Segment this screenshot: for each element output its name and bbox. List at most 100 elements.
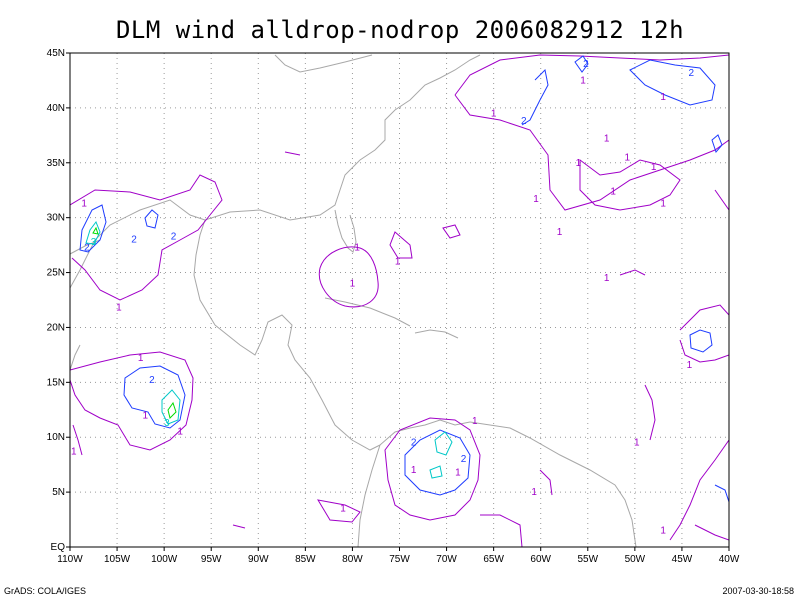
contour-value-label: 1 — [71, 446, 77, 457]
contour-level1 — [389, 231, 413, 259]
lon-tick-label: 75W — [389, 554, 410, 565]
contour-value-label: 1 — [687, 360, 693, 371]
contour-value-label: 1 — [580, 75, 586, 86]
contour-value-label: 1 — [354, 242, 360, 253]
lat-tick-label: 5N — [52, 487, 65, 498]
contour-level1 — [284, 151, 301, 156]
lat-tick-label: 25N — [47, 268, 65, 279]
coastline-south-america — [469, 421, 637, 547]
coastline-canada — [274, 54, 373, 73]
contour-value-label: 1 — [455, 467, 461, 478]
coastline-cuba — [324, 297, 411, 327]
contour-value-label: 1 — [660, 92, 666, 103]
lat-tick-label: 40N — [47, 103, 65, 114]
lon-tick-label: 65W — [483, 554, 504, 565]
lon-tick-label: 85W — [295, 554, 316, 565]
contour-value-label: 1 — [660, 198, 666, 209]
footer-credit: GrADS: COLA/IGES — [4, 586, 87, 596]
lon-tick-label: 50W — [625, 554, 646, 565]
footer-timestamp: 2007-03-30-18:58 — [722, 586, 794, 596]
coastline-north-america — [70, 54, 481, 289]
lon-tick-label: 105W — [104, 554, 131, 565]
contour-value-label: 2 — [84, 242, 90, 253]
lat-tick-label: 45N — [47, 48, 65, 59]
lon-tick-label: 100W — [151, 554, 178, 565]
contour-value-label: 1 — [576, 158, 582, 169]
coastline-south-america-west — [357, 444, 381, 547]
contour-level2 — [144, 209, 159, 229]
contour-level1 — [714, 189, 729, 211]
contour-value-label: 1 — [81, 198, 87, 209]
contour-level1 — [539, 469, 553, 496]
contour-level1 — [442, 224, 461, 239]
lon-tick-label: 90W — [248, 554, 269, 565]
chart-title: DLM wind alldrop-nodrop 2006082912 12h — [115, 16, 685, 44]
contour-level2 — [711, 134, 723, 153]
coastline-hispaniola — [414, 329, 459, 339]
contour-level3 — [85, 220, 101, 245]
contour-level1 — [579, 159, 681, 211]
contour-level4 — [92, 226, 99, 235]
contour-value-label: 1 — [472, 416, 478, 427]
contour-value-label: 1 — [411, 465, 417, 476]
contour-value-label: 1 — [625, 152, 631, 163]
lon-tick-label: 95W — [201, 554, 222, 565]
contour-level2 — [689, 329, 713, 353]
contour-level1 — [619, 269, 646, 276]
contour-level3 — [161, 389, 181, 425]
contour-value-label: 1 — [138, 353, 144, 364]
contour-level3 — [429, 465, 443, 479]
contour-value-label: 2 — [689, 68, 695, 79]
contour-level1 — [694, 524, 729, 541]
contour-level1 — [679, 304, 729, 331]
contour-value-label: 1 — [604, 273, 610, 284]
contour-value-label: 1 — [604, 134, 610, 145]
contour-value-label: 1 — [340, 504, 346, 515]
lon-tick-label: 45W — [672, 554, 693, 565]
contour-level2 — [574, 55, 589, 73]
coastline-baja — [70, 344, 81, 371]
contour-level1 — [669, 439, 729, 541]
lat-tick-label: 35N — [47, 158, 65, 169]
contour-level1 — [70, 174, 223, 301]
contour-value-label: 2 — [131, 235, 137, 246]
coastline-mexico — [193, 219, 381, 451]
coastline-florida — [334, 209, 357, 253]
contour-value-label: 1 — [395, 257, 401, 268]
contour-value-label: 2 — [411, 438, 417, 449]
lat-tick-label: 15N — [47, 377, 65, 388]
contour-value-label: 1 — [651, 162, 657, 173]
lon-tick-label: 110W — [57, 554, 83, 565]
contour-level2 — [714, 484, 729, 503]
contour-value-label: 1 — [116, 303, 122, 314]
contour-level1 — [232, 524, 246, 529]
lat-tick-label: 20N — [47, 322, 65, 333]
contour-level2 — [123, 365, 186, 429]
contour-value-label: 2 — [521, 116, 527, 127]
coastline-central-america — [379, 419, 471, 446]
contour-level3 — [434, 431, 453, 456]
lat-tick-label: 30N — [47, 213, 65, 224]
contour-value-label: 2 — [149, 375, 155, 386]
contour-value-label: 1 — [143, 410, 149, 421]
contour-value-label: 3 — [164, 418, 170, 429]
contour-value-label: 1 — [533, 194, 539, 205]
contour-value-label: 1 — [660, 526, 666, 537]
contour-level1 — [679, 339, 729, 363]
contour-value-label: 3 — [91, 237, 97, 248]
contour-value-label: 1 — [177, 427, 183, 438]
lat-tick-label: 10N — [47, 432, 65, 443]
contour-level4 — [167, 401, 177, 419]
lon-tick-label: 40W — [719, 554, 740, 565]
contour-level2 — [521, 68, 549, 126]
contour-level2 — [79, 204, 107, 253]
axis-ticks-layer: 110W 105W 100W 95W 90W 85W 80W 75W 70W 65W 60W 55W 5… — [47, 48, 740, 565]
contour-value-label: 1 — [610, 186, 616, 197]
contour-layer — [70, 54, 729, 547]
contour-value-label: 1 — [491, 108, 497, 119]
contour-value-label: 2 — [171, 231, 177, 242]
contour-level1 — [318, 246, 379, 308]
lat-tick-label: EQ — [51, 542, 66, 553]
contour-value-label: 1 — [350, 279, 356, 290]
